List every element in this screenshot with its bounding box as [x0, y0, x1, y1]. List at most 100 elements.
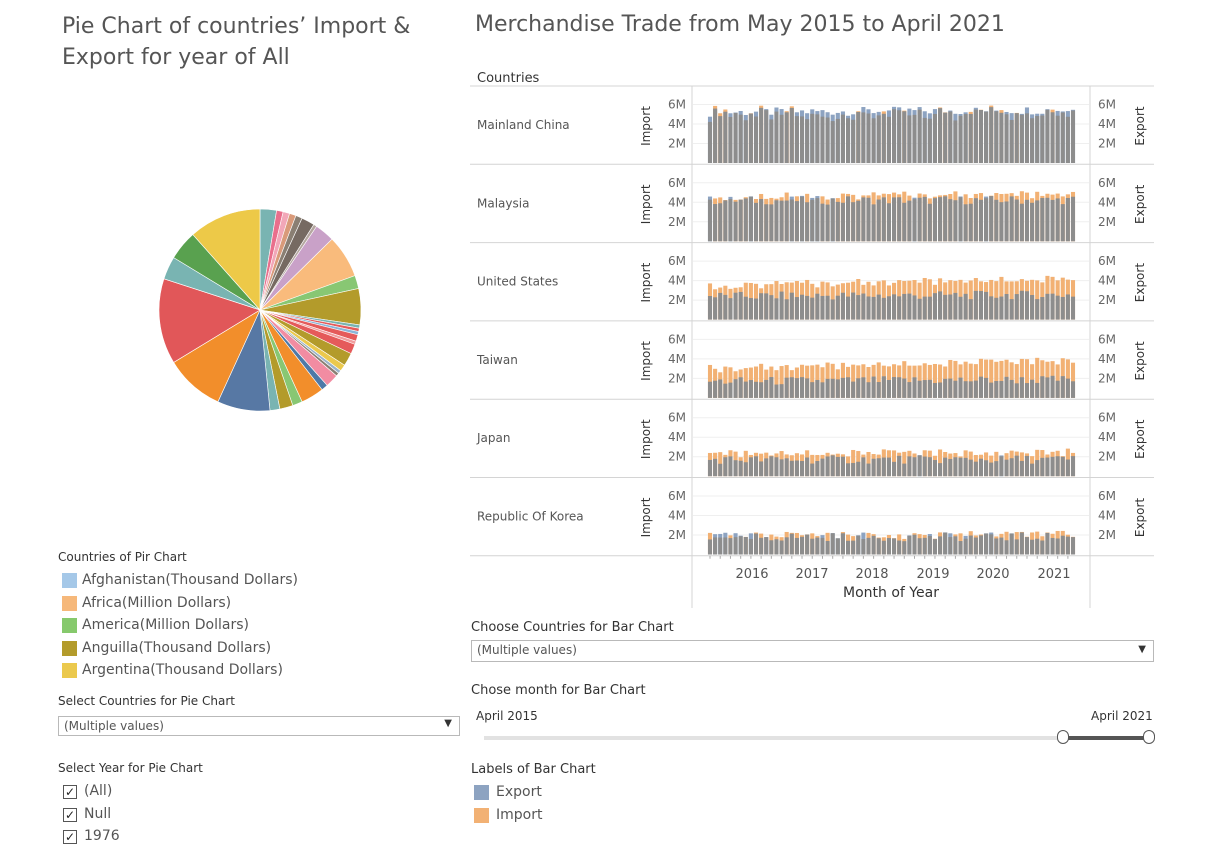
- bar-mark-overlap[interactable]: [958, 197, 963, 242]
- bar-mark-overlap[interactable]: [978, 535, 984, 555]
- bar-mark-overlap[interactable]: [932, 539, 938, 555]
- bar-mark-overlap[interactable]: [718, 463, 723, 477]
- bar-mark-overlap[interactable]: [728, 298, 733, 320]
- bar-mark-overlap[interactable]: [892, 538, 897, 555]
- bar-mark-overlap[interactable]: [779, 384, 784, 398]
- bar-mark-overlap[interactable]: [718, 379, 723, 398]
- bar-mark-overlap[interactable]: [866, 382, 871, 398]
- bar-mark-overlap[interactable]: [1070, 296, 1076, 320]
- bar-mark-overlap[interactable]: [856, 378, 861, 398]
- bar-mark-overlap[interactable]: [953, 457, 958, 477]
- bar-mark-overlap[interactable]: [1055, 380, 1060, 398]
- bar-mark-overlap[interactable]: [943, 378, 948, 398]
- bar-mark-overlap[interactable]: [892, 294, 897, 320]
- bar-mark-overlap[interactable]: [1030, 202, 1035, 242]
- bar-mark-overlap[interactable]: [897, 197, 902, 242]
- bar-mark-overlap[interactable]: [1035, 382, 1040, 398]
- bar-mark-overlap[interactable]: [866, 296, 871, 320]
- bar-mark-overlap[interactable]: [1065, 378, 1070, 398]
- bar-mark-overlap[interactable]: [1040, 540, 1045, 555]
- bar-mark-overlap[interactable]: [779, 200, 784, 242]
- bar-mark-overlap[interactable]: [856, 112, 861, 163]
- bar-mark-overlap[interactable]: [958, 115, 963, 163]
- bar-chart[interactable]: Countries Mainland China Import Export 2M 2M…: [470, 65, 1160, 610]
- bar-mark-overlap[interactable]: [743, 462, 748, 477]
- bar-mark-overlap[interactable]: [912, 199, 917, 242]
- bar-mark-overlap[interactable]: [1004, 540, 1009, 555]
- bar-mark[interactable]: [759, 363, 764, 398]
- bar-mark-overlap[interactable]: [973, 290, 978, 320]
- legend-label-america[interactable]: America(Million Dollars): [82, 617, 249, 633]
- bar-mark-overlap[interactable]: [815, 293, 820, 320]
- bar-mark-overlap[interactable]: [943, 196, 948, 242]
- bar-mark-overlap[interactable]: [1024, 455, 1030, 477]
- bar-mark-overlap[interactable]: [830, 455, 835, 477]
- bar-mark-overlap[interactable]: [733, 460, 738, 477]
- bar-mark-overlap[interactable]: [866, 197, 871, 242]
- pie-slice[interactable]: [192, 208, 261, 311]
- bar-mark-overlap[interactable]: [866, 113, 871, 163]
- bar-mark-overlap[interactable]: [784, 299, 789, 320]
- bar-mark-overlap[interactable]: [1045, 109, 1050, 163]
- bar-mark-overlap[interactable]: [1009, 119, 1014, 163]
- bar-mark-overlap[interactable]: [784, 200, 789, 242]
- bar-mark-overlap[interactable]: [733, 537, 738, 555]
- bar-mark-overlap[interactable]: [886, 538, 891, 555]
- bar-mark-overlap[interactable]: [1050, 537, 1055, 555]
- bar-mark[interactable]: [723, 366, 728, 398]
- bar-mark-overlap[interactable]: [769, 119, 774, 163]
- bar-mark-overlap[interactable]: [1035, 460, 1040, 477]
- bar-mark-overlap[interactable]: [718, 537, 723, 555]
- bar-mark-overlap[interactable]: [1030, 118, 1035, 163]
- bar-mark-overlap[interactable]: [815, 379, 820, 398]
- bar-mark-overlap[interactable]: [1050, 112, 1055, 163]
- bar-mark[interactable]: [938, 364, 943, 398]
- bar-mark-overlap[interactable]: [851, 119, 856, 163]
- bar-mark-overlap[interactable]: [1014, 113, 1019, 163]
- bar-mark-overlap[interactable]: [994, 538, 999, 555]
- bar-mark-overlap[interactable]: [892, 377, 897, 398]
- bar-mark-overlap[interactable]: [769, 540, 774, 555]
- bar-mark-overlap[interactable]: [1040, 197, 1045, 242]
- legend-label-africa[interactable]: Africa(Million Dollars): [82, 595, 232, 611]
- bar-mark-overlap[interactable]: [764, 204, 769, 242]
- bar-mark-overlap[interactable]: [1024, 383, 1030, 398]
- bar-mark-overlap[interactable]: [876, 199, 881, 242]
- bar-mark-overlap[interactable]: [1045, 532, 1050, 555]
- bar-mark-overlap[interactable]: [774, 298, 779, 320]
- bar-mark-overlap[interactable]: [738, 460, 743, 477]
- bar-mark-overlap[interactable]: [840, 202, 845, 242]
- bar-mark-overlap[interactable]: [953, 292, 958, 320]
- bar-mark-overlap[interactable]: [871, 376, 876, 398]
- bar-mark-overlap[interactable]: [748, 380, 753, 398]
- bar-mark-overlap[interactable]: [1040, 457, 1045, 477]
- bar-mark-overlap[interactable]: [948, 199, 953, 242]
- bar-mark-overlap[interactable]: [989, 196, 994, 242]
- bar-mark-overlap[interactable]: [963, 293, 968, 320]
- bar-mark-overlap[interactable]: [912, 114, 917, 163]
- bar-mark-overlap[interactable]: [902, 541, 907, 555]
- bar-mark-overlap[interactable]: [871, 458, 876, 477]
- bar-mark-overlap[interactable]: [743, 296, 748, 320]
- year-checkbox-1976[interactable]: ✓: [63, 830, 77, 844]
- bar-mark-overlap[interactable]: [897, 296, 902, 320]
- bar-mark-overlap[interactable]: [799, 196, 805, 242]
- bar-mark-overlap[interactable]: [968, 535, 973, 555]
- bar-mark-overlap[interactable]: [769, 456, 774, 477]
- pie-countries-dropdown[interactable]: (Multiple values) ▼: [58, 716, 460, 736]
- bar-mark-overlap[interactable]: [1009, 458, 1014, 477]
- year-checkbox-all[interactable]: ✓: [63, 785, 77, 799]
- bar-mark-overlap[interactable]: [861, 197, 866, 242]
- bar-mark-overlap[interactable]: [958, 457, 963, 477]
- bar-mark-overlap[interactable]: [999, 112, 1004, 163]
- bar-mark-overlap[interactable]: [789, 292, 794, 320]
- bar-countries-dropdown[interactable]: (Multiple values) ▼: [471, 640, 1154, 662]
- bar-mark-overlap[interactable]: [881, 376, 886, 398]
- bar-mark-overlap[interactable]: [845, 118, 851, 163]
- bar-mark-overlap[interactable]: [927, 296, 932, 320]
- bar-mark-overlap[interactable]: [1070, 456, 1076, 477]
- bar-mark-overlap[interactable]: [753, 381, 759, 398]
- pie-chart[interactable]: [150, 200, 370, 420]
- year-checkbox-null[interactable]: ✓: [63, 808, 77, 822]
- bar-mark-overlap[interactable]: [1050, 293, 1055, 320]
